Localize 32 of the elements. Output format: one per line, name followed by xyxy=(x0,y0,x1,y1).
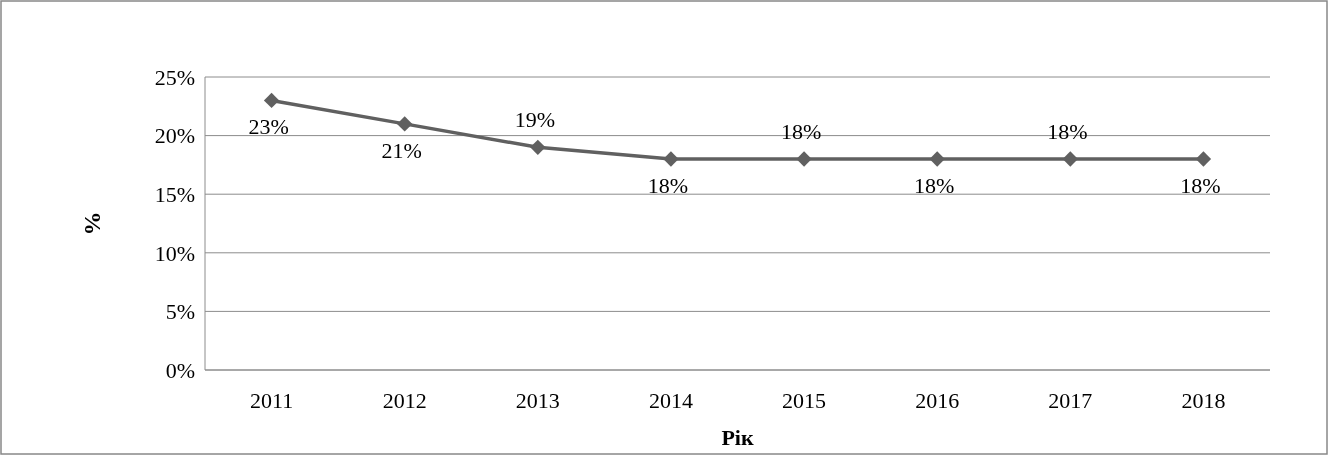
x-tick-label: 2014 xyxy=(648,388,693,413)
point xyxy=(530,139,546,155)
data-label: 18% xyxy=(1047,119,1088,145)
data-label: 18% xyxy=(647,173,689,199)
x-tick-label: 2015 xyxy=(782,388,827,413)
data-label: 21% xyxy=(381,137,422,163)
data-label: 18% xyxy=(914,173,955,199)
point xyxy=(663,151,679,167)
point xyxy=(263,92,280,109)
x-tick-label: 2018 xyxy=(1181,388,1226,413)
x-axis-title: Рік xyxy=(721,425,754,450)
y-tick-label: 15% xyxy=(154,181,195,207)
data-label: 18% xyxy=(1180,173,1221,199)
point xyxy=(796,151,812,167)
point xyxy=(1062,151,1078,167)
y-axis-title: % xyxy=(79,211,105,236)
x-tick-label: 2013 xyxy=(515,388,560,413)
x-tick-label: 2011 xyxy=(249,388,294,413)
y-tick-label: 0% xyxy=(165,357,195,383)
y-tick-label: 20% xyxy=(154,123,195,149)
point xyxy=(397,116,413,132)
x-tick-label: 2016 xyxy=(915,388,960,413)
y-tick-label: 5% xyxy=(165,299,195,325)
y-tick-label: 25% xyxy=(154,64,195,90)
data-label: 23% xyxy=(248,114,289,140)
point xyxy=(1195,151,1212,167)
point xyxy=(929,151,945,167)
x-tick-label: 2012 xyxy=(382,388,427,413)
data-label: 19% xyxy=(514,107,555,133)
data-label: 18% xyxy=(780,119,822,145)
y-tick-label: 10% xyxy=(154,240,195,266)
x-tick-label: 2017 xyxy=(1048,388,1093,413)
